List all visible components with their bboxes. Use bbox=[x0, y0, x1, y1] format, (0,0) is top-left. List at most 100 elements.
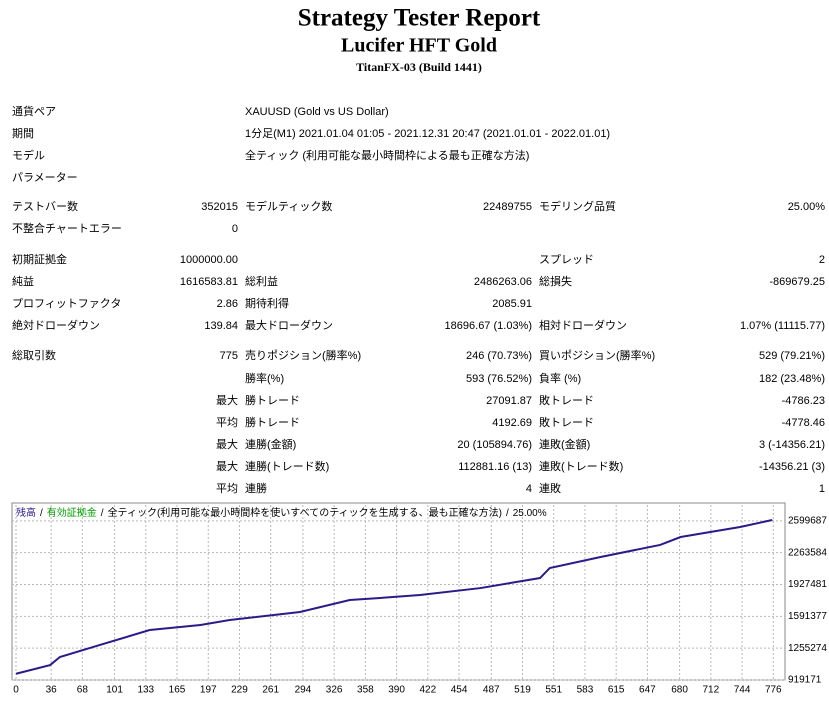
label-cell: 総損失 bbox=[539, 274, 572, 288]
x-tick-label: 551 bbox=[545, 685, 562, 696]
label-cell: 総取引数 bbox=[12, 348, 56, 362]
value-cell: 平均 bbox=[216, 416, 238, 429]
value-cell: 593 (76.52%) bbox=[466, 373, 532, 385]
value-cell: 2486263.06 bbox=[474, 276, 532, 288]
value-cell: 最大 bbox=[216, 393, 238, 407]
x-tick-label: 680 bbox=[671, 685, 688, 696]
label-cell: XAUUSD (Gold vs US Dollar) bbox=[245, 106, 389, 118]
label-cell: 総利益 bbox=[245, 274, 278, 288]
value-cell: 平均 bbox=[216, 482, 238, 495]
value-cell: 2085.91 bbox=[492, 298, 532, 310]
legend-entry: 有効証拠金 bbox=[47, 506, 97, 519]
value-cell: -869679.25 bbox=[769, 276, 825, 288]
x-tick-label: 68 bbox=[77, 685, 89, 696]
label-cell: 絶対ドローダウン bbox=[12, 318, 100, 332]
label-cell: 連敗 bbox=[539, 481, 561, 495]
x-tick-label: 0 bbox=[13, 685, 19, 696]
x-tick-label: 519 bbox=[514, 685, 531, 696]
value-cell: 0 bbox=[232, 223, 238, 235]
value-cell: 2 bbox=[819, 254, 825, 266]
report-title: Strategy Tester Report bbox=[298, 5, 541, 32]
value-cell: 18696.67 (1.03%) bbox=[445, 320, 532, 332]
x-tick-label: 615 bbox=[608, 685, 625, 696]
label-cell: 買いポジション(勝率%) bbox=[539, 348, 655, 362]
value-cell: 2.86 bbox=[217, 298, 238, 310]
x-tick-label: 36 bbox=[46, 685, 58, 696]
value-cell: 27091.87 bbox=[486, 395, 532, 407]
value-cell: 112881.16 (13) bbox=[458, 461, 532, 473]
value-cell: -4778.46 bbox=[782, 417, 825, 429]
y-tick-label: 1927481 bbox=[788, 579, 827, 590]
label-cell: 負率 (%) bbox=[539, 371, 581, 385]
x-tick-label: 422 bbox=[419, 685, 436, 696]
x-tick-label: 165 bbox=[169, 685, 186, 696]
value-cell: 1 bbox=[819, 483, 825, 495]
label-cell: プロフィットファクタ bbox=[12, 297, 121, 310]
label-cell: 連勝 bbox=[245, 481, 267, 495]
x-tick-label: 326 bbox=[326, 685, 343, 696]
x-tick-label: 776 bbox=[765, 685, 782, 696]
legend-entry: 残高 bbox=[16, 506, 36, 519]
legend: 残高 / 有効証拠金 / 全ティック(利用可能な最小時間枠を使いすべてのティックを生成す… bbox=[16, 506, 547, 519]
label-cell: 連勝(トレード数) bbox=[245, 459, 329, 473]
y-tick-label: 1591377 bbox=[788, 611, 827, 622]
x-tick-label: 133 bbox=[137, 685, 154, 696]
legend-entry: 25.00% bbox=[513, 508, 547, 519]
value-cell: 775 bbox=[220, 350, 238, 362]
value-cell: 182 (23.48%) bbox=[759, 373, 825, 385]
label-cell: 初期証拠金 bbox=[12, 252, 67, 266]
label-cell: 敗トレード bbox=[539, 393, 594, 407]
value-cell: 4 bbox=[526, 483, 532, 495]
label-cell: 勝トレード bbox=[245, 415, 300, 429]
chart-frame bbox=[11, 502, 786, 681]
x-tick-label: 744 bbox=[734, 685, 751, 696]
value-cell: 3 (-14356.21) bbox=[759, 439, 825, 451]
label-cell: モデル bbox=[12, 148, 45, 162]
label-cell: 敗トレード bbox=[539, 415, 594, 429]
label-cell: モデルティック数 bbox=[245, 199, 332, 213]
label-cell: 連敗(トレード数) bbox=[539, 459, 623, 473]
value-cell: 529 (79.21%) bbox=[759, 350, 825, 362]
x-tick-label: 261 bbox=[262, 685, 279, 696]
label-cell: 相対ドローダウン bbox=[539, 318, 627, 332]
label-cell: 連勝(金額) bbox=[245, 437, 296, 451]
x-tick-label: 583 bbox=[577, 685, 594, 696]
y-tick-label: 1255274 bbox=[788, 643, 827, 654]
x-tick-label: 294 bbox=[295, 685, 312, 696]
label-cell: 不整合チャートエラー bbox=[12, 221, 122, 235]
x-tick-label: 454 bbox=[451, 685, 468, 696]
y-tick-label: 919171 bbox=[788, 675, 822, 686]
label-cell: 期間 bbox=[12, 127, 34, 140]
label-cell: 最大ドローダウン bbox=[245, 318, 333, 332]
value-cell: 352015 bbox=[201, 201, 238, 213]
label-cell: 1分足(M1) 2021.01.04 01:05 - 2021.12.31 20… bbox=[245, 127, 610, 140]
x-tick-label: 197 bbox=[200, 685, 217, 696]
value-cell: -4786.23 bbox=[782, 395, 825, 407]
value-cell: 1000000.00 bbox=[180, 254, 238, 266]
label-cell: 連敗(金額) bbox=[539, 437, 590, 451]
y-tick-label: 2263584 bbox=[788, 547, 827, 558]
label-cell: パラメーター bbox=[12, 171, 78, 184]
label-cell: 全ティック (利用可能な最小時間枠による最も正確な方法) bbox=[245, 148, 529, 162]
value-cell: 1616583.81 bbox=[180, 276, 238, 288]
label-cell: モデリング品質 bbox=[539, 199, 616, 213]
label-cell: 売りポジション(勝率%) bbox=[245, 348, 361, 362]
label-cell: スプレッド bbox=[539, 253, 594, 266]
x-tick-label: 647 bbox=[639, 685, 656, 696]
balance-line bbox=[15, 518, 773, 675]
value-cell: 20 (105894.76) bbox=[457, 439, 532, 451]
label-cell: テストバー数 bbox=[12, 200, 78, 213]
x-tick-label: 229 bbox=[231, 685, 248, 696]
y-tick-label: 2599687 bbox=[788, 515, 827, 526]
legend-separator: / bbox=[506, 508, 509, 519]
report-subtitle: Lucifer HFT Gold bbox=[341, 35, 497, 57]
legend-separator: / bbox=[101, 508, 104, 519]
label-cell: 勝トレード bbox=[245, 393, 300, 407]
legend-entry: 全ティック(利用可能な最小時間枠を使いすべてのティックを生成する、最も正確な方法… bbox=[108, 506, 502, 519]
value-cell: 4192.69 bbox=[492, 417, 532, 429]
value-cell: 1.07% (11115.77) bbox=[740, 320, 825, 332]
label-cell: 純益 bbox=[12, 274, 34, 288]
value-cell: 139.84 bbox=[204, 320, 238, 332]
x-tick-label: 390 bbox=[388, 685, 405, 696]
